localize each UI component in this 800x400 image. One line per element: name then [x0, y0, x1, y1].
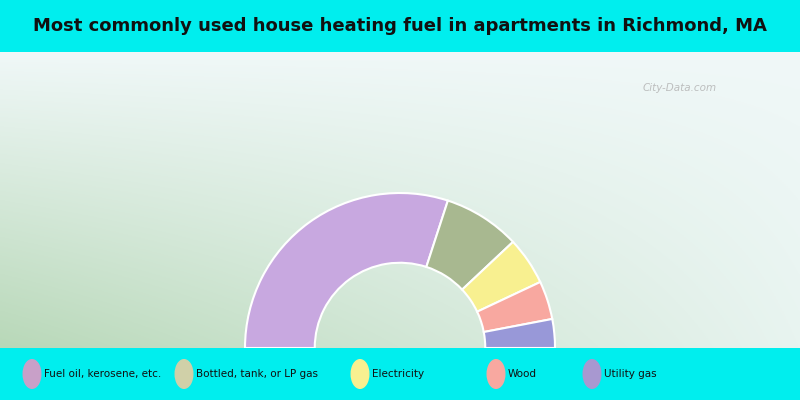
Wedge shape: [426, 200, 513, 290]
Text: Electricity: Electricity: [372, 369, 424, 379]
Wedge shape: [477, 282, 552, 332]
Text: Most commonly used house heating fuel in apartments in Richmond, MA: Most commonly used house heating fuel in…: [33, 17, 767, 35]
Text: Fuel oil, kerosene, etc.: Fuel oil, kerosene, etc.: [44, 369, 162, 379]
Ellipse shape: [351, 360, 369, 388]
Text: City-Data.com: City-Data.com: [643, 83, 717, 93]
Wedge shape: [484, 319, 555, 348]
Wedge shape: [462, 242, 540, 312]
Ellipse shape: [23, 360, 41, 388]
Ellipse shape: [175, 360, 193, 388]
Ellipse shape: [487, 360, 505, 388]
Wedge shape: [245, 193, 448, 348]
Ellipse shape: [583, 360, 601, 388]
Text: Bottled, tank, or LP gas: Bottled, tank, or LP gas: [196, 369, 318, 379]
Text: Wood: Wood: [508, 369, 537, 379]
Text: Utility gas: Utility gas: [604, 369, 657, 379]
